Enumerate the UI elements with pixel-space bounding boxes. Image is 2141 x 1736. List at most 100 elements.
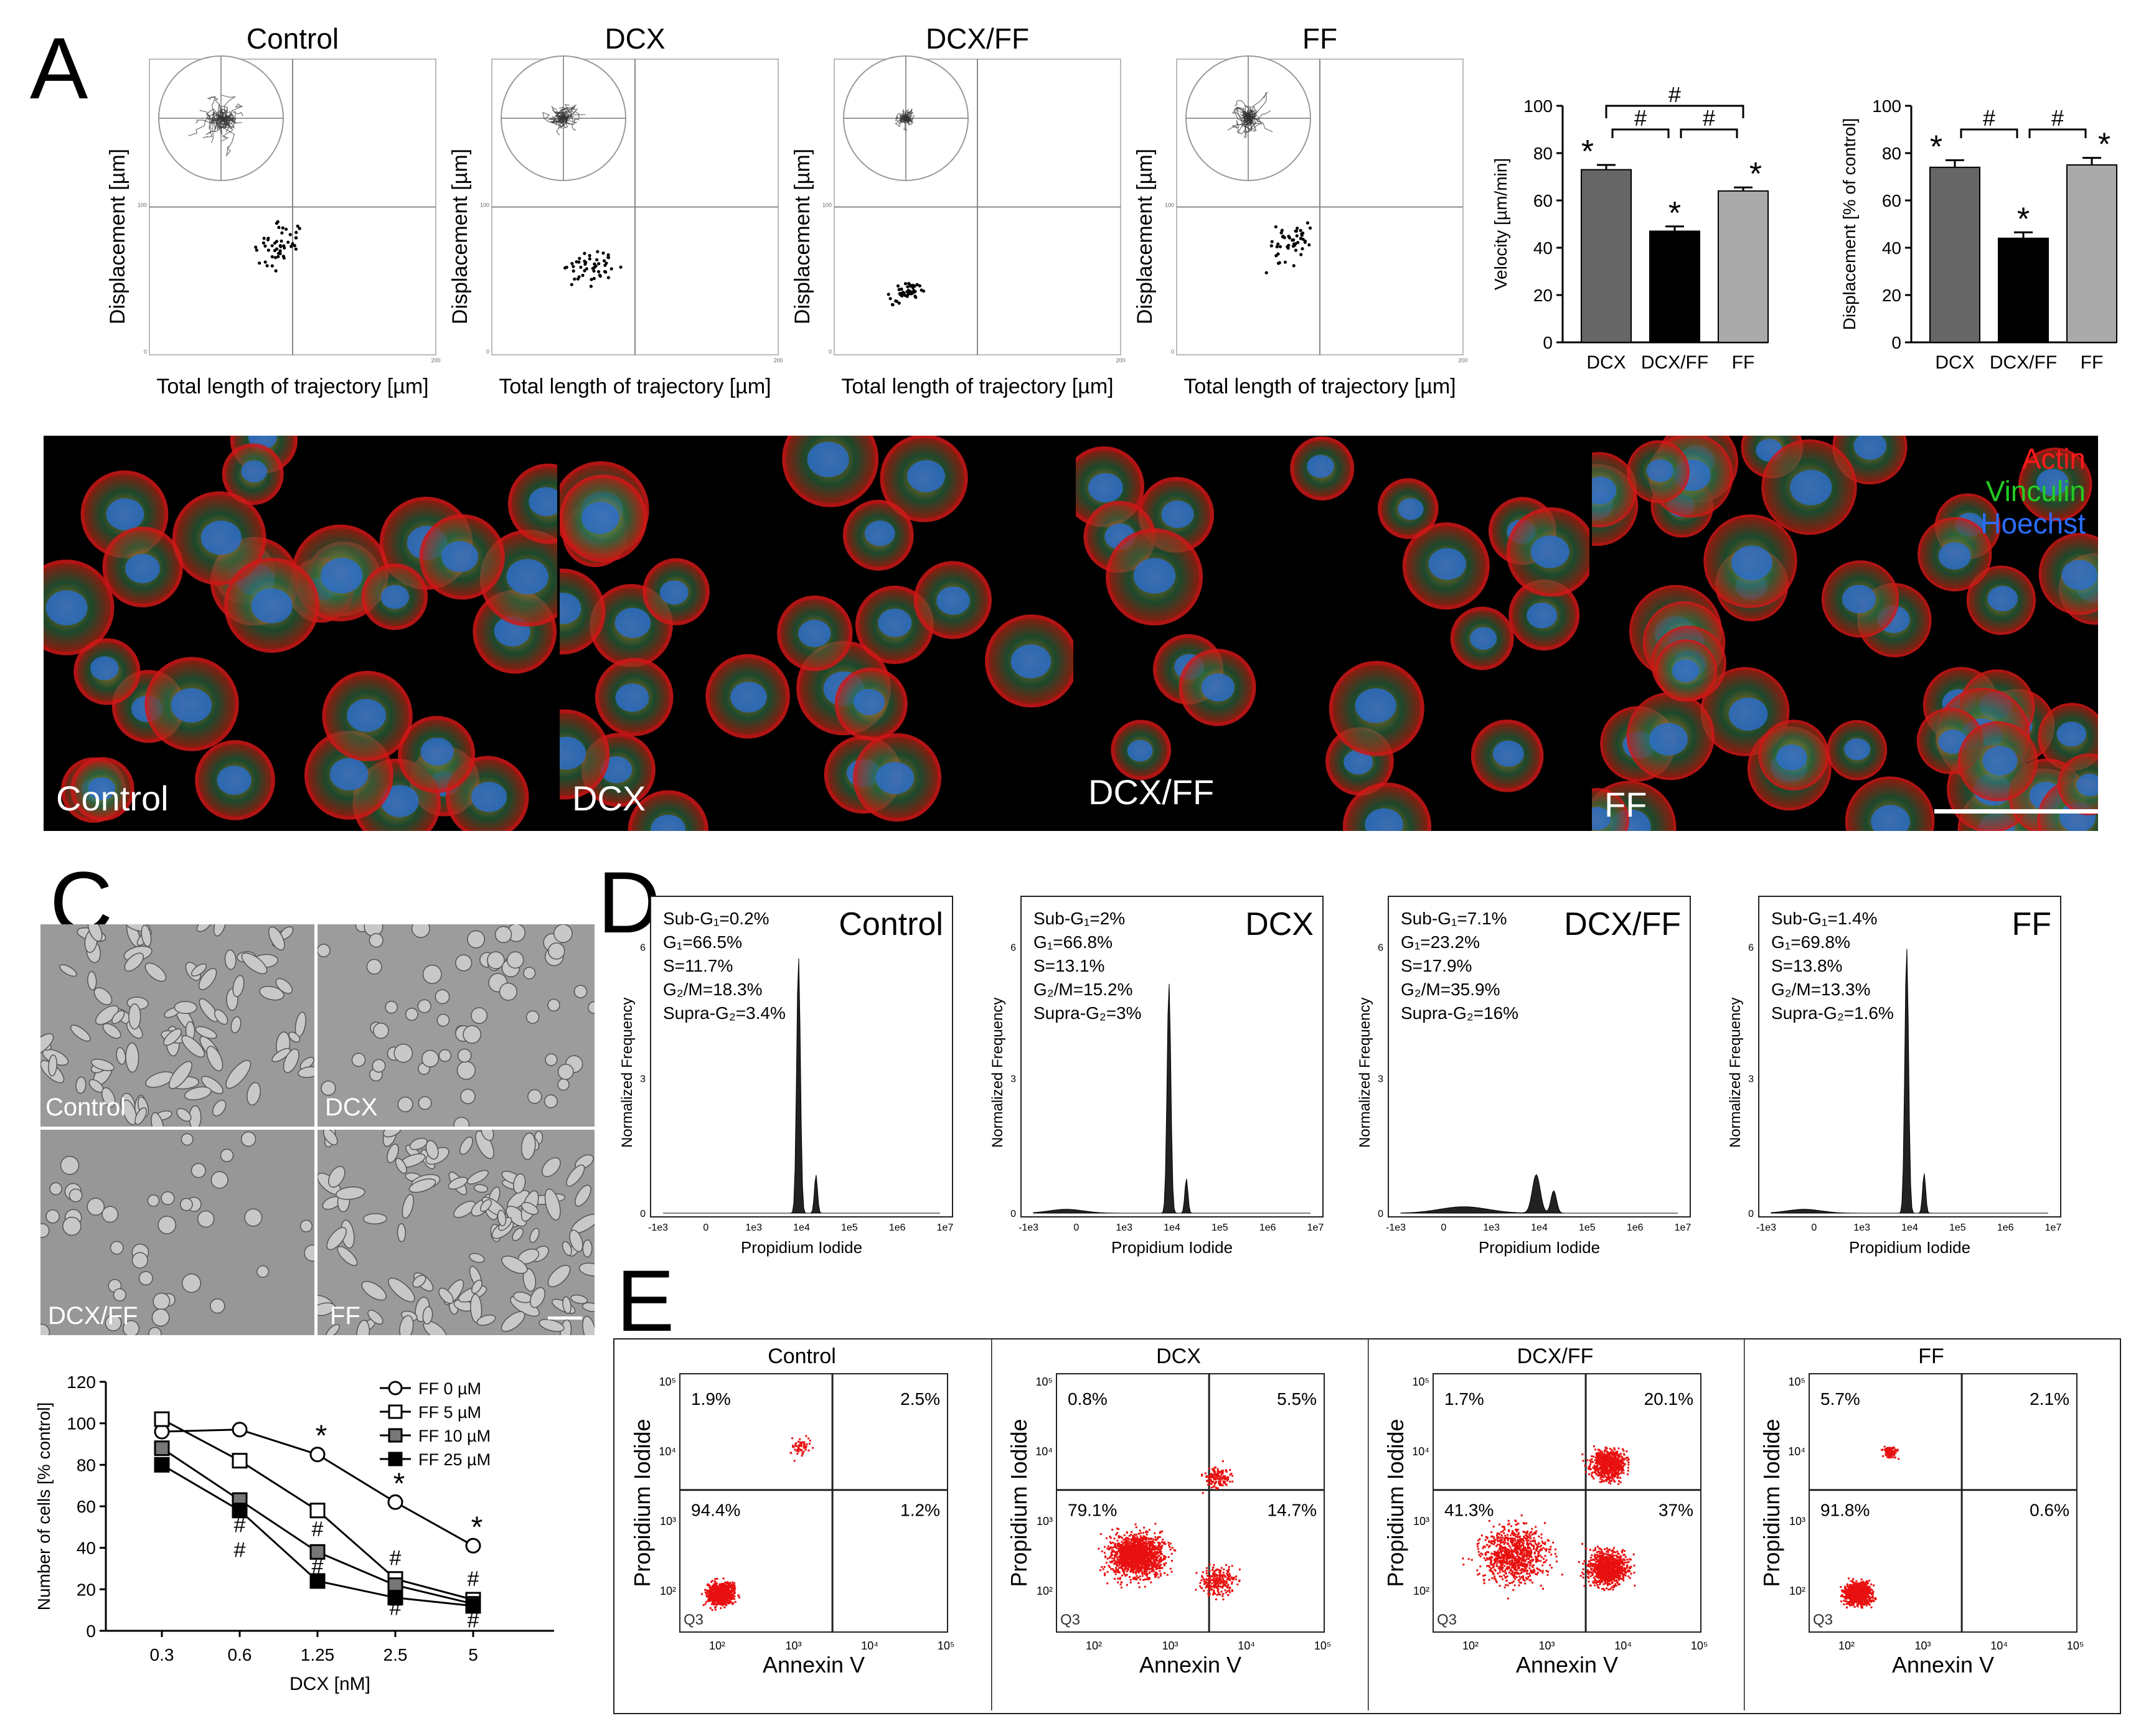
event-dot [1529,1559,1532,1562]
event-dot [1222,1581,1225,1584]
event-dot [1543,1561,1545,1564]
event-dot [1227,1476,1230,1478]
event-dot [1123,1559,1126,1562]
event-dot [730,1590,733,1592]
event-dot [1150,1541,1152,1543]
event-dot [726,1581,728,1584]
event-dot [1154,1545,1157,1547]
event-dot [1155,1553,1157,1555]
event-dot [1152,1546,1155,1549]
event-dot [1512,1588,1515,1591]
dic-cell [409,1137,428,1150]
event-dot [713,1600,716,1603]
scatter-point [1307,243,1311,246]
event-dot [723,1595,726,1598]
event-dot [1140,1552,1142,1555]
event-dot [1101,1566,1103,1568]
scatter-point [900,294,904,298]
event-dot [1531,1560,1533,1562]
event-dot [1229,1575,1231,1577]
event-dot [727,1600,730,1602]
event-dot [1528,1542,1531,1545]
dic-cell [547,998,560,1012]
dic-cell [566,1164,585,1187]
line-point [154,1457,170,1473]
event-dot [1486,1565,1488,1567]
event-dot [1149,1559,1151,1560]
event-dot [1126,1564,1128,1565]
event-dot [1147,1562,1149,1565]
event-dot [1101,1550,1103,1552]
event-dot [1217,1585,1220,1588]
event-dot [1494,1541,1496,1544]
histogram-xtick: 1e7 [1675,1222,1692,1233]
dic-cell [241,952,268,975]
event-dot [1136,1565,1138,1568]
event-dot [796,1445,798,1447]
dic-cell [49,1182,63,1196]
event-dot [1535,1559,1537,1561]
event-dot [1129,1552,1132,1555]
event-dot [1134,1569,1136,1571]
annexin-frame [1433,1373,1701,1633]
event-dot [1523,1550,1525,1552]
event-dot [1502,1567,1504,1569]
event-dot [1109,1541,1111,1544]
event-dot [1500,1547,1503,1549]
event-dot [1490,1563,1492,1565]
event-dot [1506,1568,1508,1570]
event-dot [1222,1476,1225,1478]
histogram-xlabel: Propidium Iodide [1479,1238,1600,1257]
event-dot [712,1603,715,1606]
event-dot [1149,1577,1151,1579]
event-dot [1109,1546,1112,1549]
event-dot [1213,1468,1215,1471]
event-dot [1132,1572,1134,1574]
event-dot [1543,1557,1545,1560]
legend-marker [388,1404,403,1419]
dic-cell [521,1202,539,1215]
event-dot [1517,1562,1520,1564]
annexin-ytick: 10² [1037,1585,1053,1597]
event-dot [722,1595,725,1597]
event-dot [1529,1531,1532,1534]
annexin-xtick: 10³ [786,1640,802,1652]
bar-ytick-label: 80 [1533,144,1553,163]
cell [1342,782,1432,831]
event-dot [1545,1570,1548,1572]
histogram-peak [1033,983,1310,1214]
histogram-xtick: 1e6 [1997,1222,2014,1233]
event-dot [1110,1542,1113,1544]
event-dot [1145,1559,1147,1562]
sig-hash: # [312,1555,324,1579]
annexin-xtick: 10⁴ [861,1640,878,1652]
event-dot [1135,1547,1137,1549]
event-dot [1129,1576,1131,1579]
event-dot [1142,1567,1144,1569]
event-dot [1151,1554,1154,1557]
scatter-point [913,294,917,298]
event-dot [1217,1593,1220,1595]
scatter-point [583,269,586,273]
cell-nucleus [217,766,252,795]
event-dot [1115,1554,1118,1557]
event-dot [1208,1586,1211,1588]
event-dot [1496,1555,1499,1557]
sig-star: * [471,1511,483,1544]
event-dot [1118,1547,1120,1550]
legend-label: FF 0 µM [418,1379,481,1398]
sig-hash: # [390,1597,402,1620]
event-dot [1137,1570,1140,1572]
event-dot [1121,1548,1124,1551]
event-dot [1136,1543,1139,1546]
event-dot [1516,1562,1518,1564]
event-dot [713,1585,715,1587]
event-dot [1544,1541,1546,1544]
event-dot [1216,1582,1218,1584]
dic-cell [161,1191,175,1206]
